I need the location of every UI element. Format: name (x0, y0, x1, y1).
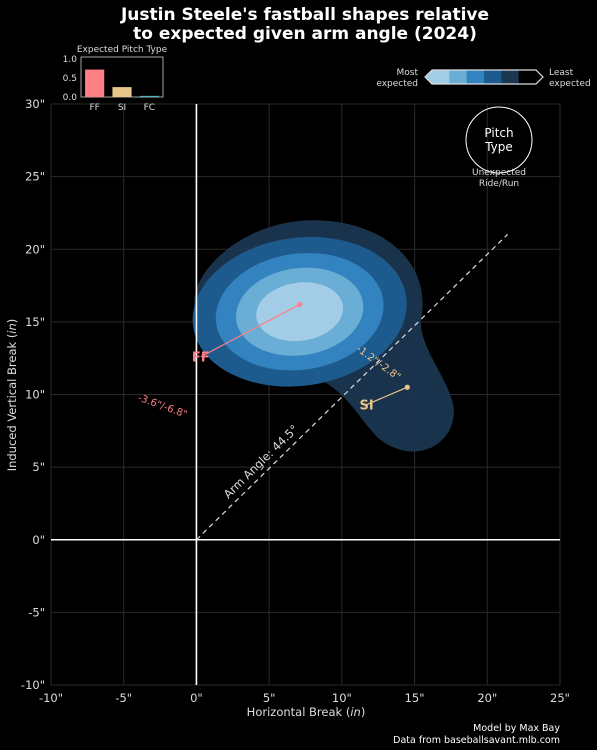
y-tick-label: 5" (32, 460, 45, 474)
grid (50, 103, 561, 686)
y-tick-label: 10" (25, 388, 45, 402)
legend-least-label-line1: Least (549, 68, 574, 78)
inset-y-tick-label: 0.0 (63, 93, 78, 103)
pitch-diff-label-ff: -3.6"/-6.8" (136, 393, 188, 421)
legend-color-swatch (449, 70, 468, 84)
expected-pitch-type-inset: Expected Pitch Type 0.0 0.5 1.0 FF SI FC (63, 45, 168, 113)
inset-title: Expected Pitch Type (77, 45, 168, 55)
legend-color-bar (424, 69, 544, 85)
pitch-expected-point-ff (297, 301, 303, 308)
x-tick-label: 0" (190, 691, 203, 705)
y-tick-label: -5" (28, 605, 45, 619)
density-level-1 (256, 282, 344, 342)
arm-angle-dashed-line (196, 233, 509, 541)
y-tick-labels: -10" -5" 0" 5" 10" 15" 20" 25" 30" (21, 97, 45, 692)
x-tick-labels: -10" -5" 0" 5" 10" 15" 20" 25" (39, 691, 570, 705)
inset-bar-si (112, 87, 132, 97)
inset-bar-label-ff: FF (89, 103, 99, 113)
legend-most-label-line2: expected (376, 79, 418, 89)
x-tick-label: -5" (115, 691, 132, 705)
inset-bar-fc (139, 95, 159, 97)
y-tick-label: 15" (25, 315, 45, 329)
legend-circle-text-line2: Type (484, 140, 513, 154)
y-axis-label: Induced Vertical Break (in) (5, 319, 19, 472)
x-tick-label: 5" (263, 691, 276, 705)
x-tick-label: 10" (332, 691, 352, 705)
inset-bar-ff (85, 69, 105, 97)
legend-most-label-line1: Most (397, 68, 419, 78)
pitch-label-ff: FF (192, 351, 210, 366)
x-axis-label: Horizontal Break (in) (247, 705, 366, 719)
credit-line2: Data from baseballsavant.mlb.com (393, 735, 560, 746)
chart-title-line2: to expected given arm angle (2024) (133, 24, 477, 44)
inset-bar-label-si: SI (118, 103, 126, 113)
x-tick-label: 25" (550, 691, 570, 705)
legend-color-swatch (518, 70, 537, 84)
pitch-expected-point-si (404, 384, 410, 390)
inset-bar-label-fc: FC (144, 103, 155, 113)
legend-circle-caption-line1: Unexpected (472, 168, 526, 178)
pitch-vector-ff (200, 303, 300, 358)
pitch-label-si: SI (359, 399, 373, 414)
legend-color-swatch (466, 70, 485, 84)
zero-axes (51, 104, 560, 685)
legend-color-swatch (484, 70, 502, 84)
legend-circle-caption-line2: Ride/Run (479, 179, 519, 189)
y-tick-label: 25" (25, 170, 45, 184)
legend-pitch-type-circle (465, 106, 533, 174)
density-contours (192, 220, 454, 452)
legend-circle-text-line1: Pitch (484, 126, 513, 140)
legend-color-swatch (432, 70, 450, 84)
x-tick-label: 15" (405, 691, 425, 705)
legend-least-label-line2: expected (549, 79, 591, 89)
y-tick-label: 20" (25, 242, 45, 256)
arm-angle-label: Arm Angle: 44.5° (221, 422, 301, 501)
legend-color-swatch (501, 70, 520, 84)
pitch-vector-si (366, 386, 408, 406)
y-tick-label: 0" (32, 533, 45, 547)
chart-title-line1: Justin Steele's fastball shapes relative (120, 5, 489, 25)
legend-left-arrow (425, 70, 432, 84)
x-tick-label: 20" (477, 691, 497, 705)
arm-angle-line (196, 233, 509, 541)
expectedness-legend: Most expected Least expected Pitch Type … (376, 68, 590, 189)
inset-y-tick-label: 1.0 (63, 55, 78, 65)
legend-bar-outline (424, 69, 544, 85)
y-tick-label: 30" (25, 97, 45, 111)
inset-y-tick-label: 0.5 (63, 74, 77, 84)
legend-right-arrow (536, 70, 543, 84)
y-tick-label: -10" (21, 678, 45, 692)
x-tick-label: -10" (39, 691, 63, 705)
credit-line1: Model by Max Bay (473, 723, 560, 734)
